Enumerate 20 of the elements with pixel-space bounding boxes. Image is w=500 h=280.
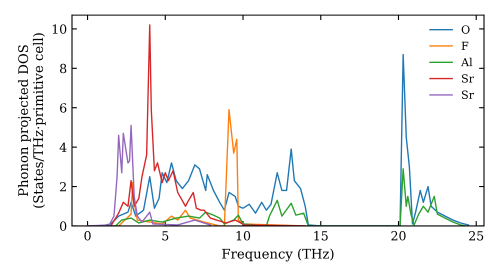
y-tick-label: 6: [60, 103, 66, 113]
x-tick-label: 20: [391, 231, 406, 240]
line-series: [86, 124, 212, 226]
x-tick-label: 0: [84, 231, 91, 240]
legend-label: Sr: [462, 74, 474, 83]
y-tick-label: 0: [60, 221, 66, 231]
legend-label: F: [462, 42, 468, 50]
x-tick-label: 10: [236, 231, 250, 240]
y-tick-label: 10: [52, 24, 66, 34]
y-tick-label: 4: [60, 142, 67, 152]
x-tick-label: 5: [162, 231, 168, 240]
x-tick-label: 15: [314, 231, 328, 240]
x-tick-label: 25: [469, 231, 484, 240]
y-tick-label: 2: [60, 182, 66, 192]
y-axis-title: Phonon projected DOS (States/THz·primitive cell): [18, 33, 46, 208]
legend-label: O: [462, 25, 470, 34]
x-axis-title: Frequency (THz): [222, 248, 334, 262]
legend-label: Sr: [462, 90, 474, 99]
legend-label: Al: [461, 58, 472, 66]
y-tick-label: 8: [60, 64, 66, 74]
